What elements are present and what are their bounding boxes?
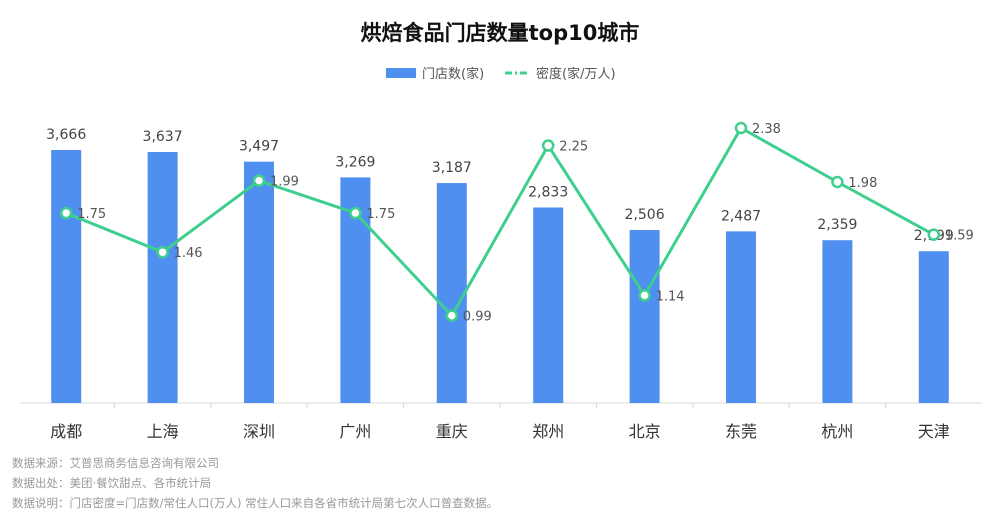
density-value-label: 1.75 (366, 207, 395, 222)
bar (918, 251, 949, 403)
density-point (541, 139, 555, 152)
density-value-label: 1.98 (848, 176, 877, 191)
bar-value-label: 3,637 (143, 129, 183, 145)
bar (147, 152, 178, 403)
density-point (734, 121, 748, 135)
density-value-label: 1.75 (77, 207, 106, 222)
x-axis-labels: 成都 上海 深圳 广州 重庆 郑州 北京 东莞 杭州 天津 (50, 422, 950, 441)
chart-canvas: 烘焙食品门店数量top10城市 门店数(家) 密度(家/万人) 3,666 3,6… (20, 21, 982, 441)
density-value-label: 1.99 (270, 175, 299, 190)
bar-series (51, 150, 949, 403)
density-points (59, 121, 941, 322)
chart-title: 烘焙食品门店数量top10城市 (361, 21, 640, 45)
bar-labels: 3,666 3,637 3,497 3,269 3,187 2,833 2,506 2,487… (46, 127, 954, 244)
density-point (831, 175, 844, 189)
bar (51, 150, 82, 403)
category-label: 郑州 (532, 422, 564, 441)
bar-value-label: 2,487 (721, 208, 761, 224)
legend-bar-swatch (386, 68, 416, 78)
density-value-label: 0.99 (463, 310, 492, 325)
bar (436, 183, 467, 403)
density-line (65, 126, 935, 318)
x-axis-ticks (113, 403, 887, 408)
bar-value-label: 3,187 (432, 160, 472, 176)
category-label: 深圳 (243, 422, 275, 441)
category-label: 北京 (629, 422, 661, 441)
density-point (349, 206, 362, 220)
bar (629, 230, 660, 403)
category-label: 成都 (50, 422, 82, 441)
category-label: 天津 (918, 422, 950, 441)
category-label: 上海 (147, 422, 179, 441)
category-label: 杭州 (821, 422, 853, 441)
legend-bar-label: 门店数(家) (422, 66, 484, 82)
bar-value-label: 3,269 (335, 154, 375, 170)
footer-origin: 数据出处：美团·餐饮甜点、各市统计局 (12, 476, 212, 490)
bar (822, 240, 853, 403)
bar-value-label: 2,833 (528, 184, 568, 200)
bar-value-label: 3,666 (46, 127, 86, 143)
legend: 门店数(家) 密度(家/万人) (386, 66, 616, 82)
density-value-label: 1.59 (945, 229, 974, 244)
density-labels: 1.75 1.46 1.99 1.75 0.99 2.25 1.14 2.38 1.98 1.59 (77, 122, 974, 325)
density-value-label: 1.14 (656, 289, 685, 304)
category-label: 广州 (339, 422, 371, 441)
bar (244, 161, 274, 403)
density-point (445, 309, 459, 322)
density-point (927, 228, 941, 241)
bar (726, 231, 756, 403)
category-label: 重庆 (436, 422, 468, 441)
density-point (59, 206, 73, 220)
density-point (252, 174, 266, 187)
bar (533, 207, 564, 403)
footer-note: 数据说明：门店密度=门店数/常住人口(万人) 常住人口来自各省市统计局第七次人口… (12, 496, 499, 510)
category-label: 东莞 (725, 422, 757, 441)
density-value-label: 2.38 (752, 122, 781, 137)
density-point (638, 289, 651, 302)
density-value-label: 1.46 (174, 246, 203, 261)
bar-value-label: 2,359 (817, 217, 857, 233)
bar-value-label: 3,497 (239, 139, 279, 155)
bar-value-label: 2,506 (625, 207, 665, 223)
density-value-label: 2.25 (559, 140, 588, 155)
legend-line-label: 密度(家/万人) (536, 66, 616, 82)
density-point (156, 245, 169, 259)
footer-source: 数据来源：艾普思商务信息咨询有限公司 (12, 456, 219, 470)
